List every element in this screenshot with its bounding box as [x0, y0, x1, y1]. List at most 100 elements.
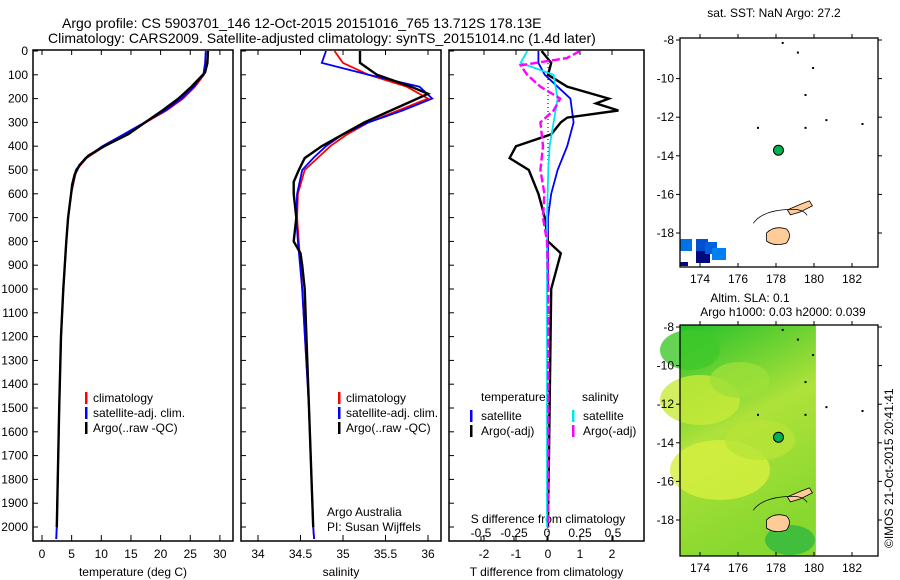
island-viti-levu: [766, 514, 790, 532]
small-island: [861, 122, 864, 125]
sst-pixel: [680, 262, 688, 266]
y-tick-label: 1000: [1, 282, 28, 296]
x-tick-label: 0: [39, 547, 46, 561]
sla-blob: [710, 362, 770, 398]
lon-tick-label: 180: [804, 561, 824, 575]
small-island: [812, 67, 815, 70]
x-tick-label: 36: [421, 547, 435, 561]
reef-outline: [752, 495, 808, 511]
lon-tick-label: 182: [842, 272, 862, 286]
legend-swatch: [85, 422, 88, 434]
argo-float-marker: [772, 144, 784, 156]
sla-map-title-line2: Argo h1000: 0.03 h2000: 0.039: [700, 305, 866, 319]
small-island: [812, 354, 815, 357]
x-tick-label: 35: [336, 547, 350, 561]
legend-title-salinity: salinity: [582, 390, 619, 404]
small-island: [796, 338, 799, 341]
sla-blob: [725, 420, 795, 460]
legend-label: satellite: [583, 409, 624, 423]
series-line-argo-raw-qc-: [55, 50, 210, 528]
x2-tick-label: -0.25: [500, 526, 528, 540]
lon-tick-label: 176: [728, 561, 748, 575]
y-tick-label: 100: [8, 68, 28, 82]
x-axis-label: temperature (deg C): [79, 565, 187, 579]
lat-tick-label: -10: [657, 72, 675, 86]
x-tick-label: 1: [577, 547, 584, 561]
small-island: [804, 413, 807, 416]
sst-pixel: [712, 248, 726, 260]
panel-frame: [240, 49, 442, 542]
y-tick-label: 2000: [1, 520, 28, 534]
legend-swatch: [85, 407, 88, 419]
island-vanua-levu: [786, 487, 813, 503]
x-tick-label: 20: [154, 547, 168, 561]
lat-tick-label: -18: [657, 226, 675, 240]
series-line-argo-raw-qc-: [292, 51, 432, 528]
legend-label: satellite-adj. clim.: [93, 406, 185, 420]
x-tick-label: 10: [95, 547, 109, 561]
x-tick-label: 5: [68, 547, 75, 561]
series-line-t-argo-adj-: [508, 50, 619, 528]
small-island: [804, 381, 807, 384]
small-island: [781, 328, 784, 331]
panel-temperature: 0100200300400500600700800900100011001200…: [1, 44, 234, 579]
panel-differences: -2 -1 0 1 2 T difference from climatology -0.5…: [448, 49, 645, 579]
legend-label: satellite-adj. clim.: [346, 406, 438, 420]
lat-tick-label: -18: [657, 513, 675, 527]
lon-tick-label: 176: [728, 272, 748, 286]
reef-outline: [752, 208, 808, 224]
lat-tick-label: -14: [657, 436, 675, 450]
y-tick-label: 1900: [1, 496, 28, 510]
legend-title-temperature: temperature: [481, 390, 546, 404]
y-tick-label: 1300: [1, 353, 28, 367]
y-tick-label: 1600: [1, 425, 28, 439]
x2-tick-label: -0.5: [471, 526, 492, 540]
x-tick-label: 30: [213, 547, 227, 561]
x-tick-label: 0: [545, 547, 552, 561]
map-map-sla: 174 176 178 180 182 -8 -10 -12 -14 -16 -18: [657, 320, 882, 575]
island-viti-levu: [766, 227, 790, 245]
legend-label: satellite: [481, 409, 522, 423]
legend-label: Argo(..raw -QC): [93, 421, 178, 435]
x2-tick-label: 0: [544, 526, 551, 540]
y-tick-label: 200: [8, 92, 28, 106]
sst-pixel: [680, 239, 692, 251]
small-island: [825, 406, 828, 409]
legend-label: Argo(-adj): [481, 424, 534, 438]
sla-blob: [765, 525, 815, 555]
x2-tick-label: 0.5: [605, 526, 622, 540]
y-tick-label: 800: [8, 234, 28, 248]
map-frame: [679, 37, 879, 268]
lat-tick-label: -12: [657, 397, 675, 411]
series-line-s-argo-adj-: [518, 49, 581, 527]
annotation-line1: Argo Australia: [327, 505, 402, 519]
x-axis-label: T difference from climatology: [470, 565, 624, 579]
sla-blob: [660, 330, 720, 370]
legend-label: climatology: [93, 391, 153, 405]
lat-tick-label: -16: [657, 187, 675, 201]
x-tick-label: -1: [511, 547, 522, 561]
lon-tick-label: 174: [690, 561, 710, 575]
small-island: [861, 409, 864, 412]
lon-tick-label: 178: [766, 272, 786, 286]
lon-tick-label: 182: [842, 561, 862, 575]
y-tick-label: 600: [8, 187, 28, 201]
legend-swatch: [338, 422, 341, 434]
y-tick-label: 1400: [1, 377, 28, 391]
y-tick-label: 1200: [1, 330, 28, 344]
legend-swatch: [470, 425, 473, 437]
y-tick-label: 900: [8, 258, 28, 272]
legend-swatch: [85, 392, 88, 404]
sst-map-title: sat. SST: NaN Argo: 27.2: [707, 6, 841, 20]
small-island: [796, 51, 799, 54]
y-tick-label: 500: [8, 163, 28, 177]
lon-tick-label: 180: [804, 272, 824, 286]
x-tick-label: 15: [124, 547, 138, 561]
x-axis-label: salinity: [323, 565, 360, 579]
x-tick-label: 25: [184, 547, 198, 561]
legend-label: Argo(-adj): [583, 424, 636, 438]
panel-salinity: 34 34.5 35 35.5 36 salinity climatologysatelli…: [240, 49, 442, 579]
legend-swatch: [338, 407, 341, 419]
figure-title-line2: Climatology: CARS2009. Satellite-adjuste…: [48, 30, 596, 46]
